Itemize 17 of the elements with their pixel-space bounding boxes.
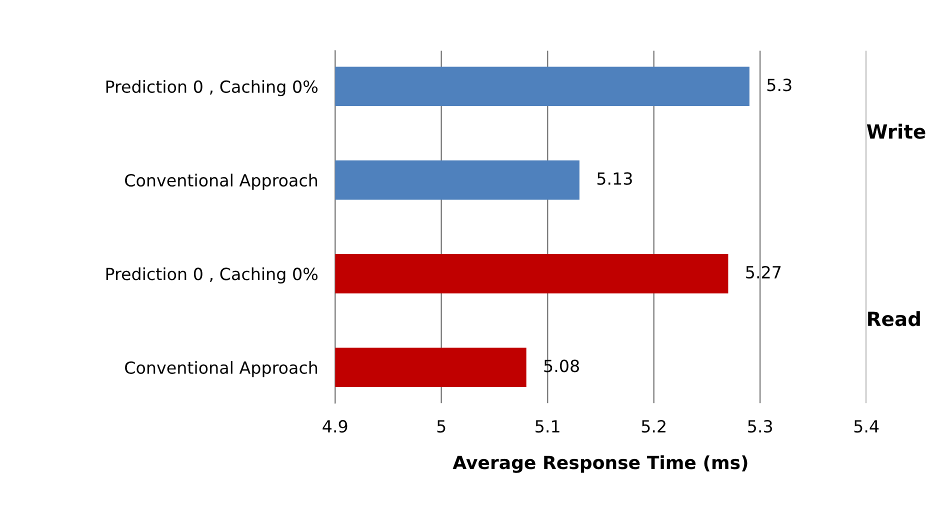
x-axis-title: Average Response Time (ms) <box>452 455 748 473</box>
text: Write <box>866 124 926 139</box>
text: Read <box>868 311 920 326</box>
x-tick-label: 5.1 <box>536 420 560 433</box>
x-tick-label: 5.4 <box>854 420 879 433</box>
x-tick-label: 4.9 <box>322 420 348 433</box>
x-tick-label: 5.3 <box>748 420 772 433</box>
data-label: 5.08 <box>544 360 579 372</box>
x-tick-label: 5.2 <box>642 420 666 433</box>
y-tick-label: Prediction 0 , Caching 0% <box>106 80 318 96</box>
data-label: 5.3 <box>767 78 792 92</box>
y-tick-label: Conventional Approach <box>125 174 318 190</box>
x-tick-label: 5 <box>437 420 446 433</box>
y-tick-label: Prediction 0 , Caching 0% <box>106 267 318 284</box>
data-label: 5.27 <box>746 266 781 279</box>
data-label: 5.13 <box>597 172 632 185</box>
y-tick-label: Conventional Approach <box>125 361 318 378</box>
